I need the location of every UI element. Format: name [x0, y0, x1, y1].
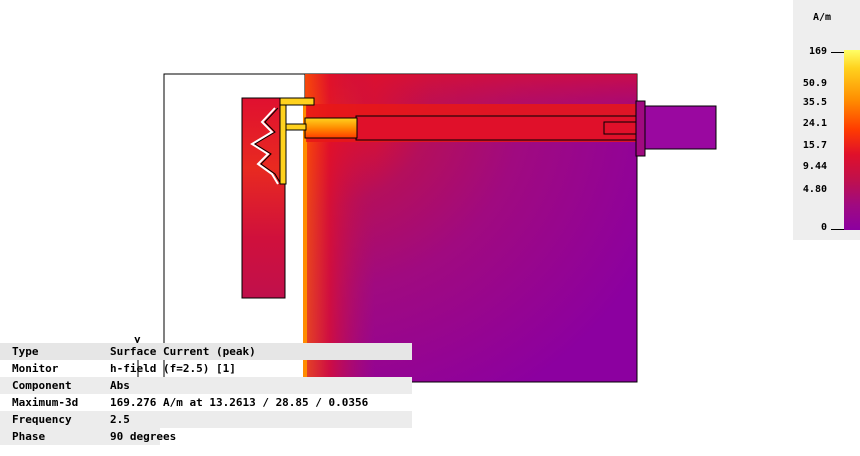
connector-flange [635, 100, 646, 157]
info-value: 2.5 [110, 413, 130, 426]
info-label: Monitor [12, 362, 59, 375]
connector-body [644, 105, 717, 150]
info-value: 90 degrees [110, 430, 177, 443]
info-label: Type [12, 345, 39, 358]
legend-tick: 15.7 [802, 140, 827, 151]
info-value: Surface Current (peak) [110, 345, 256, 358]
legend-unit: A/m [813, 12, 832, 23]
antenna-strip [241, 97, 286, 299]
legend-tick: 35.5 [802, 97, 827, 108]
legend-tick: 9.44 [802, 161, 827, 172]
info-value: 169.276 A/m at 13.2613 / 28.85 / 0.0356 [110, 396, 369, 409]
info-label: Phase [12, 430, 46, 443]
feed-line [355, 115, 637, 141]
info-label: Frequency [12, 413, 72, 426]
color-legend: A/m 169 50.9 35.5 24.1 15.7 9.44 4.80 0 [793, 0, 860, 240]
meander-outline [254, 107, 282, 185]
feed-stub-end [603, 121, 639, 135]
antenna-top-tab [279, 97, 315, 106]
legend-tick: 0 [820, 222, 827, 233]
legend-tick: 169 [808, 46, 827, 57]
info-value: Abs [110, 379, 130, 392]
antenna-feed-vertical [279, 97, 287, 185]
info-label: Maximum-3d [12, 396, 79, 409]
legend-tick: 24.1 [802, 118, 827, 129]
feed-section [304, 117, 358, 139]
antenna-link [285, 123, 307, 131]
legend-tick: 50.9 [802, 78, 827, 89]
legend-color-bar [844, 50, 860, 230]
ground-edge [303, 100, 307, 382]
info-value: h-field (f=2.5) [1] [110, 362, 236, 375]
meander-line [250, 107, 279, 185]
axis-y-label: y [134, 333, 141, 346]
info-label: Component [12, 379, 72, 392]
legend-tick: 4.80 [802, 184, 827, 195]
